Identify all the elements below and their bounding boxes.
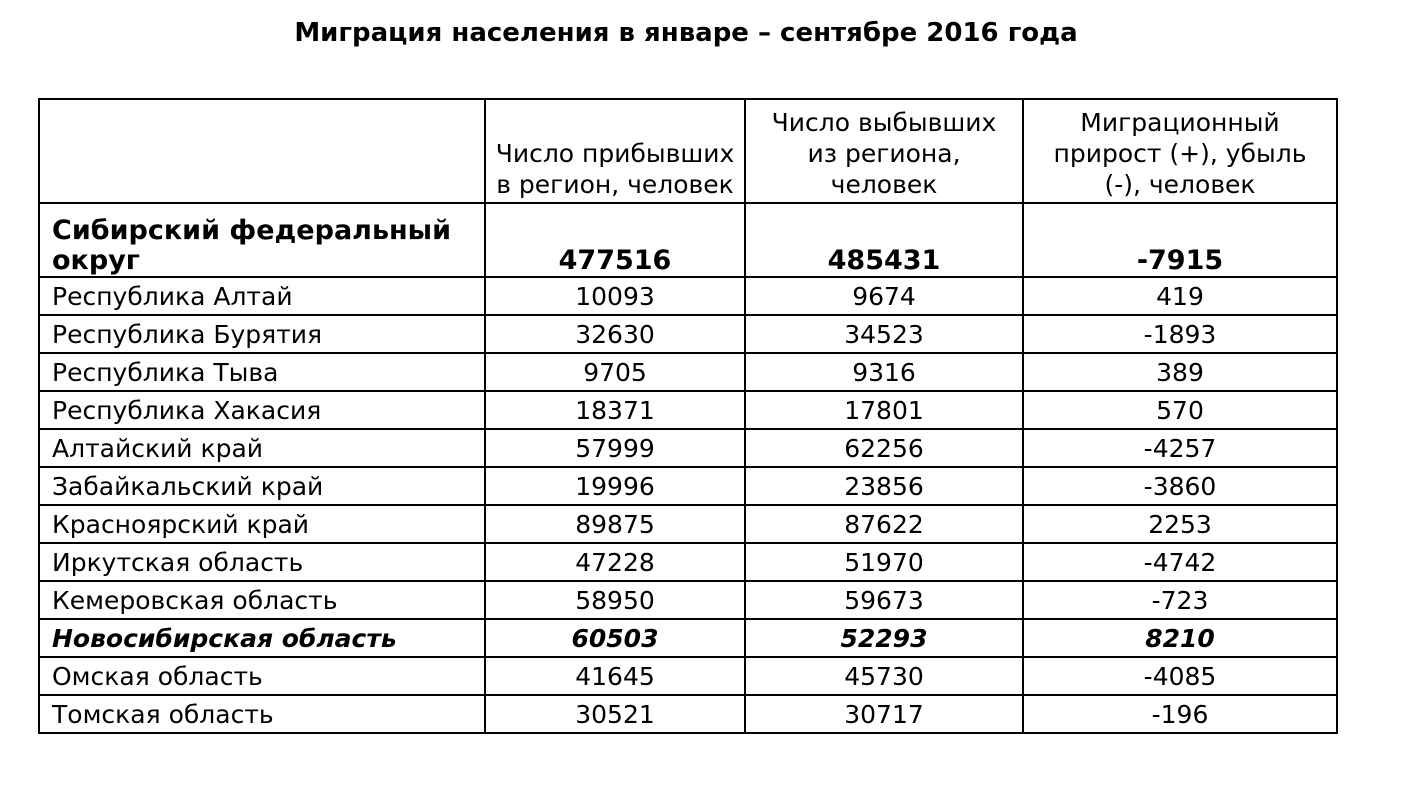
row-name: Новосибирская область — [38, 618, 486, 658]
table-row: Республика Хакасия 18371 17801 570 — [38, 390, 1338, 430]
table-row: Забайкальский край 19996 23856 -3860 — [38, 466, 1338, 506]
row-net: 419 — [1022, 276, 1338, 316]
row-departed: 45730 — [744, 656, 1024, 696]
row-departed: 51970 — [744, 542, 1024, 582]
row-net: -4085 — [1022, 656, 1338, 696]
row-net: -4742 — [1022, 542, 1338, 582]
table-row: Красноярский край 89875 87622 2253 — [38, 504, 1338, 544]
header-arrived: Число прибывших в регион, человек — [484, 98, 746, 204]
row-arrived: 477516 — [484, 202, 746, 278]
table-header-row: Число прибывших в регион, человек Число … — [38, 98, 1338, 204]
row-arrived: 10093 — [484, 276, 746, 316]
row-departed: 52293 — [744, 618, 1024, 658]
row-arrived: 19996 — [484, 466, 746, 506]
row-name: Республика Тыва — [38, 352, 486, 392]
row-net: 2253 — [1022, 504, 1338, 544]
row-name: Кемеровская область — [38, 580, 486, 620]
row-name: Забайкальский край — [38, 466, 486, 506]
row-arrived: 18371 — [484, 390, 746, 430]
table-row: Кемеровская область 58950 59673 -723 — [38, 580, 1338, 620]
row-name: Республика Бурятия — [38, 314, 486, 354]
row-name: Республика Хакасия — [38, 390, 486, 430]
table-row: Республика Бурятия 32630 34523 -1893 — [38, 314, 1338, 354]
row-departed: 59673 — [744, 580, 1024, 620]
row-departed: 23856 — [744, 466, 1024, 506]
row-net: -7915 — [1022, 202, 1338, 278]
row-arrived: 47228 — [484, 542, 746, 582]
row-net: -3860 — [1022, 466, 1338, 506]
row-name: Республика Алтай — [38, 276, 486, 316]
row-net: 8210 — [1022, 618, 1338, 658]
table-row-highlighted: Новосибирская область 60503 52293 8210 — [38, 618, 1338, 658]
header-net-migration: Миграционный прирост (+), убыль (-), чел… — [1022, 98, 1338, 204]
row-departed: 87622 — [744, 504, 1024, 544]
header-region — [38, 98, 486, 204]
row-departed: 17801 — [744, 390, 1024, 430]
row-name: Красноярский край — [38, 504, 486, 544]
row-departed: 9674 — [744, 276, 1024, 316]
table-row: Республика Тыва 9705 9316 389 — [38, 352, 1338, 392]
migration-table: Число прибывших в регион, человек Число … — [38, 98, 1338, 734]
table-row: Алтайский край 57999 62256 -4257 — [38, 428, 1338, 468]
row-departed: 34523 — [744, 314, 1024, 354]
row-arrived: 9705 — [484, 352, 746, 392]
header-departed: Число выбывших из региона, человек — [744, 98, 1024, 204]
row-net: -723 — [1022, 580, 1338, 620]
row-name: Омская область — [38, 656, 486, 696]
row-arrived: 41645 — [484, 656, 746, 696]
row-name: Иркутская область — [38, 542, 486, 582]
row-net: 570 — [1022, 390, 1338, 430]
row-arrived: 58950 — [484, 580, 746, 620]
row-departed: 485431 — [744, 202, 1024, 278]
table-row: Томская область 30521 30717 -196 — [38, 694, 1338, 734]
table-row: Республика Алтай 10093 9674 419 — [38, 276, 1338, 316]
table-row-total: Сибирский федеральный округ 477516 48543… — [38, 202, 1338, 278]
row-arrived: 57999 — [484, 428, 746, 468]
row-net: -1893 — [1022, 314, 1338, 354]
row-name: Сибирский федеральный округ — [38, 202, 486, 278]
row-net: -4257 — [1022, 428, 1338, 468]
row-departed: 62256 — [744, 428, 1024, 468]
row-arrived: 30521 — [484, 694, 746, 734]
row-departed: 30717 — [744, 694, 1024, 734]
row-arrived: 89875 — [484, 504, 746, 544]
row-net: -196 — [1022, 694, 1338, 734]
row-name: Алтайский край — [38, 428, 486, 468]
table-row: Иркутская область 47228 51970 -4742 — [38, 542, 1338, 582]
row-arrived: 60503 — [484, 618, 746, 658]
document-title: Миграция населения в январе – сентябре 2… — [294, 18, 1078, 48]
row-arrived: 32630 — [484, 314, 746, 354]
row-name: Томская область — [38, 694, 486, 734]
row-departed: 9316 — [744, 352, 1024, 392]
row-net: 389 — [1022, 352, 1338, 392]
table-row: Омская область 41645 45730 -4085 — [38, 656, 1338, 696]
